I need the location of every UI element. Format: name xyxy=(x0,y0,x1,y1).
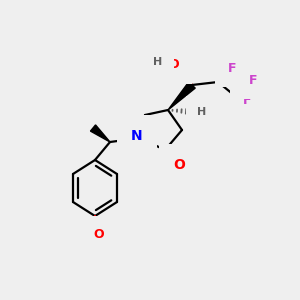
Text: F: F xyxy=(249,74,257,86)
Polygon shape xyxy=(168,82,195,110)
Text: H: H xyxy=(197,107,207,117)
Polygon shape xyxy=(91,125,110,142)
Text: O: O xyxy=(173,158,185,172)
Text: O: O xyxy=(94,229,104,242)
Text: F: F xyxy=(243,94,251,106)
Text: F: F xyxy=(228,61,236,74)
Text: O: O xyxy=(169,58,179,71)
Text: H: H xyxy=(153,57,163,67)
Text: N: N xyxy=(131,129,143,143)
